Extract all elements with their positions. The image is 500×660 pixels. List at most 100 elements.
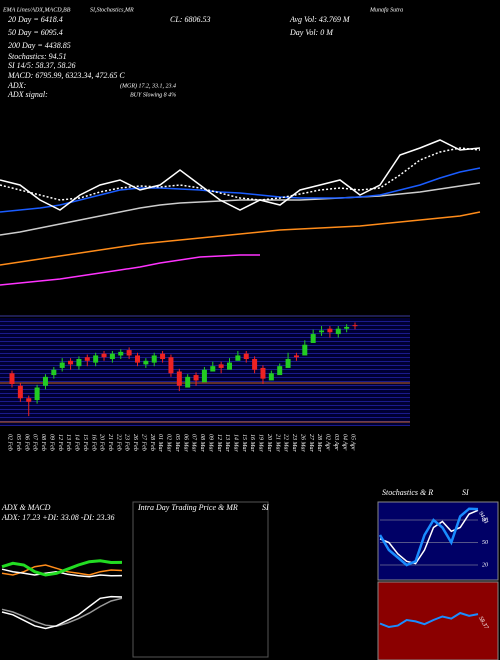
header-text: ADX:: [7, 81, 27, 90]
candle-body: [101, 353, 107, 358]
candle-body: [185, 376, 191, 388]
x-tick-label: 27 Mar: [308, 434, 314, 452]
x-tick-label: 04 Apr: [341, 434, 348, 451]
candle-body: [126, 350, 132, 356]
candle-body: [59, 362, 65, 368]
header-text: SI,Stochastics,MR: [90, 7, 134, 13]
header-text: CL: 6806.53: [170, 15, 210, 24]
candle-body: [68, 360, 74, 365]
x-tick-label: 22 Mar: [283, 434, 289, 452]
header-text: (MGR) 17.2, 33.1, 23.4: [120, 82, 176, 89]
x-tick-label: 28 Mar: [316, 434, 322, 452]
series-line: [0, 167, 481, 213]
x-tick-label: 13 Feb: [65, 434, 71, 451]
x-tick-label: 06 Mar: [182, 434, 188, 452]
intraday-box: [132, 501, 269, 658]
candle-body: [109, 353, 115, 360]
candle-body: [134, 355, 140, 363]
candle-body: [160, 353, 166, 360]
x-tick-label: 13 Mar: [224, 434, 230, 452]
candle-body: [352, 325, 358, 327]
candle-body: [327, 328, 333, 333]
x-tick-label: 01 Mar: [157, 434, 163, 452]
header-text: Stochastics: 94.51: [8, 52, 67, 61]
candle-body: [76, 359, 82, 367]
series-line: [379, 611, 479, 629]
x-tick-label: 26 Feb: [132, 434, 138, 451]
x-tick-label: 02 Apr: [325, 434, 331, 451]
series-line: [0, 139, 481, 211]
x-tick-label: 03 Apr: [333, 434, 339, 451]
series-line: [0, 211, 481, 266]
x-tick-label: 21 Mar: [274, 434, 280, 452]
candle-body: [319, 330, 325, 333]
x-tick-label: 09 Feb: [48, 434, 54, 451]
candle-body: [17, 385, 23, 399]
series-line: [0, 182, 481, 236]
x-tick-label: 19 Mar: [258, 434, 264, 452]
candle-body: [227, 362, 233, 370]
candle-body: [118, 351, 124, 356]
x-tick-label: 07 Feb: [32, 434, 38, 451]
panel-title: Intra Day Trading Price & MR: [137, 503, 238, 512]
series-line: [1, 568, 123, 578]
x-tick-label: 20 Feb: [99, 434, 105, 451]
header-text: ADX signal:: [7, 90, 48, 99]
x-tick-label: 05 Feb: [15, 434, 21, 451]
candle-body: [193, 375, 199, 381]
x-tick-label: 02 Feb: [7, 434, 13, 451]
candle-body: [344, 326, 350, 329]
candle-body: [293, 355, 299, 358]
candle-body: [260, 367, 266, 379]
x-tick-label: 09 Mar: [207, 434, 213, 452]
candle-body: [302, 344, 308, 356]
candle-body: [34, 387, 40, 401]
x-tick-label: 16 Feb: [90, 434, 96, 451]
rsi-panel: [377, 581, 499, 660]
series-line: [1, 559, 123, 577]
candle-body: [210, 366, 216, 372]
series-line: [379, 509, 479, 565]
x-tick-label: 15 Mar: [241, 434, 247, 452]
header-text: SI 14/5: 58.37, 58.26: [8, 61, 76, 70]
x-tick-label: 15 Feb: [82, 434, 88, 451]
candle-body: [42, 376, 48, 386]
header-text: Munafa Sutra: [369, 6, 403, 13]
y-tick-label: 80: [482, 517, 488, 523]
candle-body: [310, 334, 316, 343]
series-line: [0, 254, 260, 286]
x-tick-label: 14 Feb: [74, 434, 81, 451]
x-tick-label: 16 Mar: [249, 434, 255, 452]
candle-body: [143, 360, 149, 365]
candle-body: [218, 364, 224, 368]
series-line: [378, 507, 479, 567]
x-tick-label: 14 Mar: [233, 434, 240, 452]
x-tick-label: 12 Feb: [57, 434, 63, 451]
series-line: [0, 147, 481, 201]
x-tick-label: 08 Feb: [40, 434, 46, 451]
x-tick-label: 28 Feb: [149, 434, 155, 451]
x-tick-label: 08 Mar: [199, 434, 205, 452]
header-text: Avg Vol: 43.769 M: [289, 15, 351, 24]
candle-body: [335, 328, 341, 335]
header-text: 50 Day = 6095.4: [8, 28, 63, 37]
header-text: 20 Day = 6418.4: [8, 15, 63, 24]
candle-body: [176, 371, 182, 386]
series-line: [1, 597, 123, 628]
x-tick-label: 02 Mar: [166, 434, 172, 452]
x-tick-label: 05 Apr: [350, 434, 356, 451]
candle-body: [151, 355, 157, 363]
candle-body: [268, 373, 274, 381]
candle-body: [26, 398, 32, 402]
candle-body: [243, 353, 249, 360]
candle-body: [9, 373, 15, 384]
x-tick-label: 23 Feb: [124, 434, 130, 451]
candle-body: [84, 357, 90, 361]
candle-body: [51, 369, 57, 376]
series-line: [1, 595, 123, 630]
candle-body: [235, 355, 241, 361]
x-tick-label: 27 Feb: [140, 434, 146, 451]
y-tick-label: 50: [482, 540, 488, 546]
